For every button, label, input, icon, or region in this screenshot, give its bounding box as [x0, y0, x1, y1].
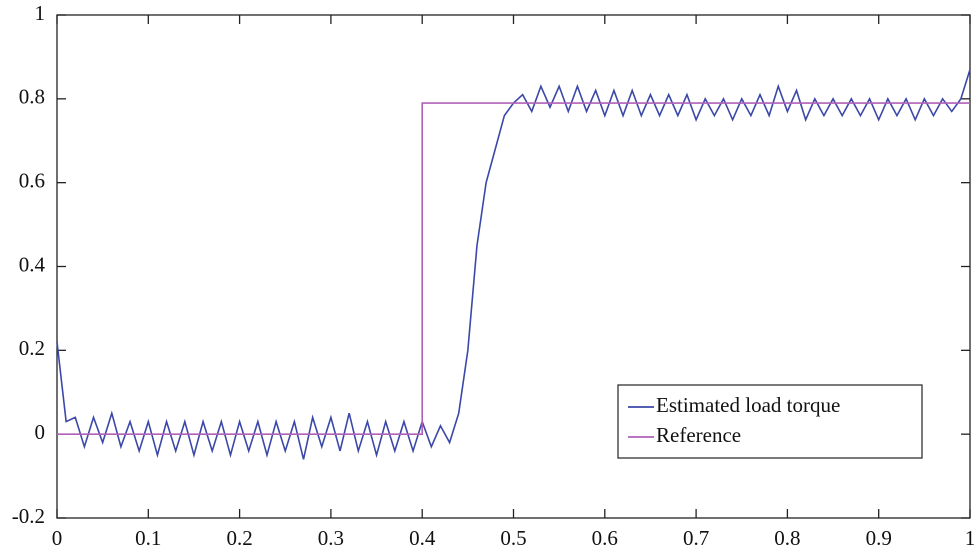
x-tick-label: 0.4 [409, 526, 436, 550]
x-tick-label: 0.3 [318, 526, 344, 550]
y-tick-label: 0.2 [19, 336, 45, 360]
legend-label: Reference [656, 423, 741, 447]
x-tick-label: 0.1 [135, 526, 161, 550]
legend-label: Estimated load torque [656, 393, 840, 417]
x-tick-label: 0 [52, 526, 63, 550]
y-tick-label: 1 [35, 1, 46, 25]
legend-box [617, 384, 923, 459]
x-tick-label: 0.2 [226, 526, 252, 550]
y-tick-label: 0.6 [19, 168, 45, 192]
x-tick-label: 1 [965, 526, 976, 550]
y-tick-label: 0.8 [19, 85, 45, 109]
y-tick-label: 0 [35, 420, 46, 444]
x-tick-label: 0.6 [592, 526, 618, 550]
y-tick-label: 0.4 [19, 252, 46, 276]
x-tick-label: 0.9 [866, 526, 892, 550]
x-tick-label: 0.5 [500, 526, 526, 550]
y-tick-label: -0.2 [12, 504, 45, 528]
series-line [57, 102, 970, 435]
x-tick-label: 0.7 [683, 526, 709, 550]
x-tick-label: 0.8 [774, 526, 800, 550]
